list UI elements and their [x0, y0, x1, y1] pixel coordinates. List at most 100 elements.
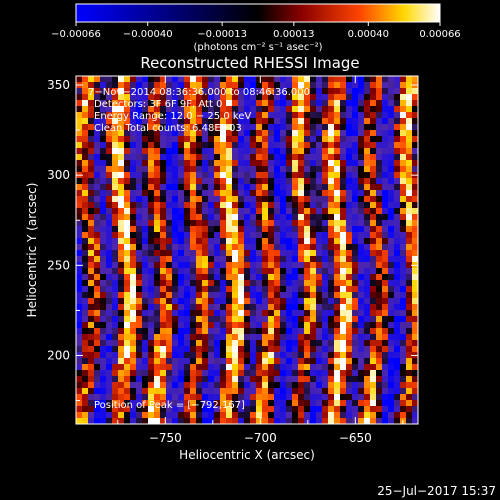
heatmap-cell: [196, 82, 203, 89]
heatmap-cell: [358, 130, 365, 137]
heatmap-cell: [358, 88, 365, 95]
heatmap-cell: [190, 286, 197, 293]
heatmap-cell: [148, 244, 155, 251]
heatmap-cell: [346, 292, 353, 299]
heatmap-cell: [262, 370, 269, 377]
heatmap-cell: [106, 256, 113, 263]
heatmap-cell: [364, 220, 371, 227]
heatmap-cell: [256, 256, 263, 263]
heatmap-cell: [214, 238, 221, 245]
heatmap-cell: [190, 364, 197, 371]
heatmap-cell: [154, 268, 161, 275]
heatmap-cell: [232, 310, 239, 317]
heatmap-cell: [244, 178, 251, 185]
heatmap-cell: [190, 154, 197, 161]
heatmap-cell: [88, 262, 95, 269]
heatmap-cell: [388, 274, 395, 281]
heatmap-cell: [238, 376, 245, 383]
heatmap-cell: [136, 412, 143, 419]
heatmap-cell: [166, 136, 173, 143]
heatmap-cell: [316, 322, 323, 329]
heatmap-cell: [400, 358, 407, 365]
heatmap-cell: [172, 76, 179, 83]
heatmap-cell: [124, 88, 131, 95]
heatmap-cell: [238, 382, 245, 389]
heatmap-cell: [244, 274, 251, 281]
heatmap-cell: [244, 334, 251, 341]
heatmap-cell: [118, 382, 125, 389]
heatmap-cell: [286, 244, 293, 251]
heatmap-cell: [298, 136, 305, 143]
heatmap-cell: [250, 160, 257, 167]
heatmap-cell: [364, 310, 371, 317]
heatmap-cell: [130, 232, 137, 239]
heatmap-cell: [304, 130, 311, 137]
heatmap-cell: [280, 406, 287, 413]
heatmap-cell: [88, 196, 95, 203]
heatmap-cell: [100, 178, 107, 185]
heatmap-cell: [112, 328, 119, 335]
heatmap-cell: [160, 160, 167, 167]
heatmap-cell: [88, 400, 95, 407]
heatmap-cell: [310, 346, 317, 353]
heatmap-cell: [376, 358, 383, 365]
heatmap-cell: [214, 334, 221, 341]
heatmap-cell: [406, 196, 413, 203]
heatmap-cell: [388, 202, 395, 209]
heatmap-cell: [130, 130, 137, 137]
heatmap-cell: [328, 388, 335, 395]
heatmap-cell: [244, 250, 251, 257]
heatmap-cell: [76, 256, 83, 263]
heatmap-cell: [88, 370, 95, 377]
heatmap-cell: [190, 220, 197, 227]
heatmap-cell: [76, 298, 83, 305]
heatmap-cell: [130, 112, 137, 119]
heatmap-cell: [148, 172, 155, 179]
heatmap-cell: [346, 298, 353, 305]
heatmap-cell: [364, 238, 371, 245]
heatmap-cell: [370, 130, 377, 137]
heatmap-cell: [160, 154, 167, 161]
heatmap-cell: [148, 250, 155, 257]
heatmap-cell: [286, 394, 293, 401]
heatmap-cell: [322, 406, 329, 413]
heatmap-cell: [262, 178, 269, 185]
heatmap-cell: [328, 250, 335, 257]
colorbar-tick-label: −0.00040: [123, 29, 173, 40]
heatmap-cell: [316, 220, 323, 227]
heatmap-cell: [94, 232, 101, 239]
heatmap-cell: [112, 274, 119, 281]
heatmap-cell: [280, 418, 287, 424]
heatmap-cell: [172, 334, 179, 341]
heatmap-cell: [226, 382, 233, 389]
heatmap-cell: [400, 118, 407, 125]
heatmap-cell: [280, 268, 287, 275]
heatmap-cell: [280, 88, 287, 95]
heatmap-cell: [238, 298, 245, 305]
heatmap-cell: [232, 400, 239, 407]
heatmap-cell: [394, 154, 401, 161]
heatmap-cell: [394, 208, 401, 215]
heatmap-cell: [214, 88, 221, 95]
heatmap-cell: [334, 136, 341, 143]
heatmap-cell: [82, 232, 89, 239]
heatmap-cell: [340, 334, 347, 341]
heatmap-cell: [370, 280, 377, 287]
heatmap-cell: [196, 142, 203, 149]
heatmap-cell: [178, 76, 185, 83]
heatmap-cell: [364, 304, 371, 311]
heatmap-cell: [232, 196, 239, 203]
heatmap-cell: [94, 178, 101, 185]
heatmap-cell: [274, 244, 281, 251]
heatmap-cell: [190, 280, 197, 287]
heatmap-cell: [88, 268, 95, 275]
heatmap-cell: [202, 262, 209, 269]
heatmap-cell: [376, 328, 383, 335]
heatmap-cell: [190, 406, 197, 413]
heatmap-cell: [76, 208, 83, 215]
heatmap-cell: [322, 106, 329, 113]
heatmap-cell: [88, 334, 95, 341]
heatmap-cell: [226, 160, 233, 167]
heatmap-cell: [394, 322, 401, 329]
heatmap-cell: [286, 184, 293, 191]
